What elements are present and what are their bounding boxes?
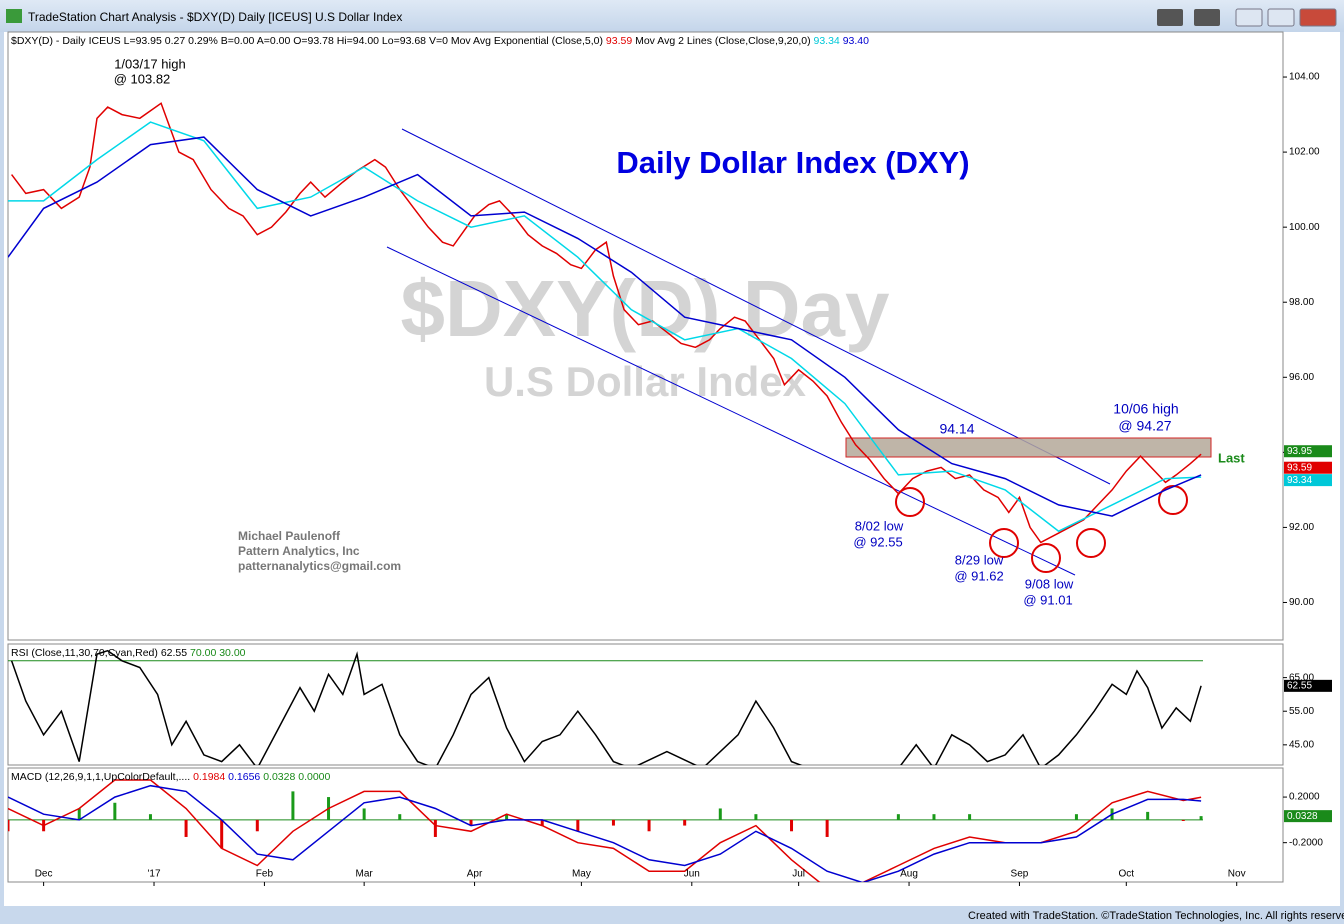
- series-line: [8, 136, 1202, 517]
- annotation: 1/03/17 high: [114, 56, 186, 71]
- series-line: [11, 102, 1202, 544]
- last-value-box: [1284, 810, 1332, 823]
- annotation: Michael Paulenoff: [238, 529, 341, 543]
- info-item: 70.00: [190, 647, 216, 659]
- y-tick-label: 65.00: [1289, 672, 1314, 683]
- annotation: 8/02 low: [855, 518, 904, 533]
- x-tick-label: Jul: [792, 869, 805, 880]
- annotation: 8/29 low: [955, 552, 1004, 567]
- info-button[interactable]: [1194, 9, 1220, 26]
- info-item: 0.1656: [228, 771, 260, 783]
- panel: [8, 649, 1203, 765]
- last-value-label: 93.59: [1287, 462, 1312, 473]
- info-item: 93.59: [606, 35, 632, 47]
- y-tick-label: 92.00: [1289, 522, 1314, 533]
- last-value-box: [1284, 679, 1332, 692]
- last-value-label: 93.95: [1287, 446, 1312, 457]
- info-item: 93.34: [814, 35, 840, 47]
- info-item: 0.0000: [298, 771, 330, 783]
- panel: [8, 779, 1203, 882]
- info-line: $DXY(D) - Daily ICEUS L=93.95 0.27 0.29%…: [11, 35, 869, 47]
- info-item: RSI (Close,11,30,70,Cyan,Red): [11, 647, 158, 659]
- annotation: patternanalytics@gmail.com: [238, 559, 401, 573]
- channel-line: [401, 128, 1111, 485]
- info-item: 0.0328: [263, 771, 295, 783]
- x-tick-label: Aug: [900, 869, 918, 880]
- resistance-zone: [845, 437, 1212, 458]
- last-value-box: [1284, 445, 1332, 458]
- info-item: 62.55: [161, 647, 187, 659]
- info-item: 30.00: [219, 647, 245, 659]
- y-tick-label: 45.00: [1289, 739, 1314, 750]
- series-line: [10, 649, 1202, 765]
- annotation: @ 103.82: [114, 71, 171, 86]
- last-value-label: 62.55: [1287, 680, 1312, 691]
- x-tick-label: Apr: [467, 869, 483, 880]
- info-item: MACD (12,26,9,1,1,UpColorDefault,....: [11, 771, 190, 783]
- footer: Created with TradeStation. ©TradeStation…: [968, 910, 1344, 922]
- y-tick-label: 98.00: [1289, 297, 1314, 308]
- y-tick-label: 102.00: [1289, 147, 1320, 158]
- panel: [8, 102, 1202, 544]
- annotation: @ 91.62: [954, 568, 1003, 583]
- annotation: 9/08 low: [1025, 576, 1074, 591]
- symbol-button[interactable]: [1157, 9, 1183, 26]
- y-tick-label: -0.2000: [1289, 837, 1323, 848]
- info-item: $DXY(D) - Daily ICEUS L=93.95 0.27 0.29%…: [11, 35, 603, 47]
- x-tick-label: Dec: [35, 869, 53, 880]
- y-tick-label: 100.00: [1289, 222, 1320, 233]
- info-item: Mov Avg 2 Lines (Close,Close,9,20,0): [635, 35, 810, 47]
- annotation: Pattern Analytics, Inc: [238, 544, 360, 558]
- x-tick-label: Jun: [684, 869, 700, 880]
- annotation: 10/06 high: [1113, 401, 1178, 417]
- app-icon: [6, 9, 22, 23]
- close-button[interactable]: [1299, 8, 1337, 27]
- x-tick-label: '17: [147, 869, 160, 880]
- x-tick-label: May: [572, 869, 591, 880]
- annotation: @ 91.01: [1023, 592, 1072, 607]
- window-title: TradeStation Chart Analysis - $DXY(D) Da…: [28, 10, 402, 24]
- watermark: $DXY(D) Day: [400, 264, 890, 353]
- last-value-box: [1284, 474, 1332, 487]
- y-tick-label: 0.2000: [1289, 792, 1320, 803]
- last-value-label: 0.0328: [1287, 811, 1318, 822]
- title-bar: [0, 0, 1344, 32]
- y-tick-label: 104.00: [1289, 72, 1320, 83]
- annotation: @ 94.27: [1118, 418, 1171, 434]
- annotation: @ 92.55: [853, 534, 902, 549]
- watermark: U.S Dollar Index: [484, 358, 807, 405]
- series-line: [8, 784, 1202, 882]
- x-tick-label: Mar: [356, 869, 374, 880]
- x-tick-label: Feb: [256, 869, 274, 880]
- minimize-button[interactable]: [1235, 8, 1263, 27]
- annotation: Daily Dollar Index (DXY): [616, 145, 969, 180]
- chart-area: [4, 32, 1340, 906]
- drawings: $DXY(D) Day U.S Dollar Index: [386, 128, 1212, 576]
- channel-line: [386, 246, 1076, 576]
- x-tick-label: Nov: [1228, 869, 1246, 880]
- maximize-button[interactable]: [1267, 8, 1295, 27]
- info-item: 0.1984: [193, 771, 225, 783]
- last-value-label: 93.34: [1287, 475, 1312, 486]
- y-tick-label: 55.00: [1289, 706, 1314, 717]
- y-tick-label: 90.00: [1289, 597, 1314, 608]
- info-line: MACD (12,26,9,1,1,UpColorDefault,.... 0.…: [11, 771, 331, 783]
- info-item: 93.40: [843, 35, 869, 47]
- annotation: Last: [1218, 450, 1245, 465]
- x-tick-label: Sep: [1011, 869, 1029, 880]
- x-tick-label: Oct: [1119, 869, 1135, 880]
- last-value-box: [1284, 461, 1332, 474]
- annotation: 94.14: [939, 421, 974, 437]
- y-tick-label: 96.00: [1289, 372, 1314, 383]
- info-line: RSI (Close,11,30,70,Cyan,Red) 62.55 70.0…: [11, 647, 246, 659]
